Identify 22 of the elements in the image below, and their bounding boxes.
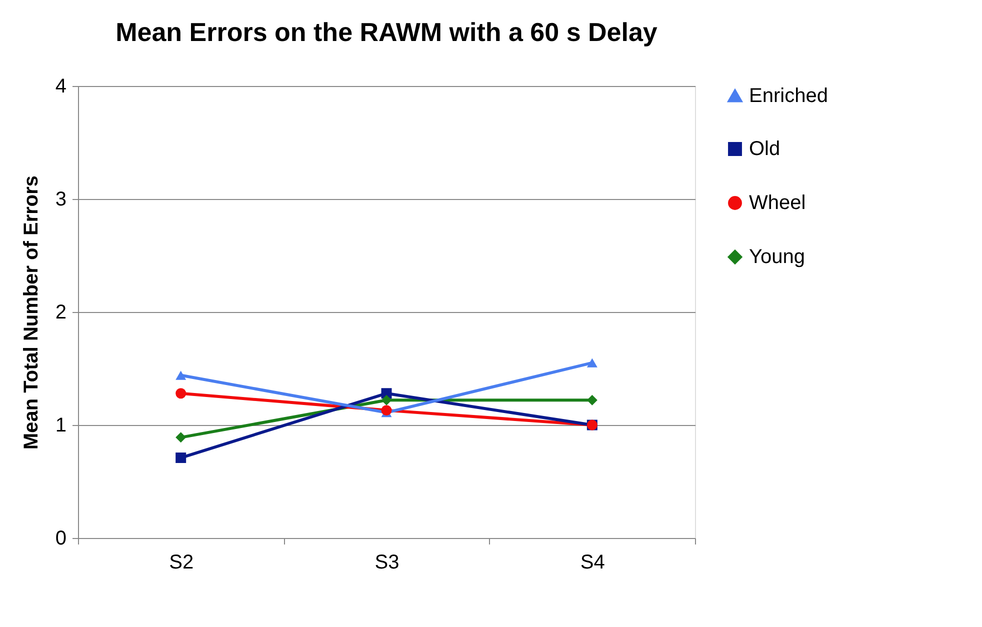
y-tick-label: 4 [55,76,66,98]
y-tick-label: 3 [55,188,66,210]
point [176,388,186,399]
y-tick-label: 0 [55,528,66,550]
point [176,370,186,380]
y-axis-title: Mean Total Number of Errors [20,175,42,450]
chart-title: Mean Errors on the RAWM with a 60 s Delay [116,17,658,47]
point [381,405,392,416]
legend-label: Wheel [749,192,806,214]
point [586,394,598,406]
point [176,452,186,464]
legend-label: Old [749,138,780,160]
legend-label: Enriched [749,85,828,107]
y-tick-label: 2 [55,302,66,324]
legend-label: Young [749,246,805,268]
point [176,432,186,443]
point [586,358,598,368]
y-tick-label: 1 [55,414,66,436]
x-tick-label: S3 [374,552,400,574]
x-tick-label: S4 [580,552,605,574]
x-tick-label: S2 [169,552,194,574]
point [381,394,392,406]
